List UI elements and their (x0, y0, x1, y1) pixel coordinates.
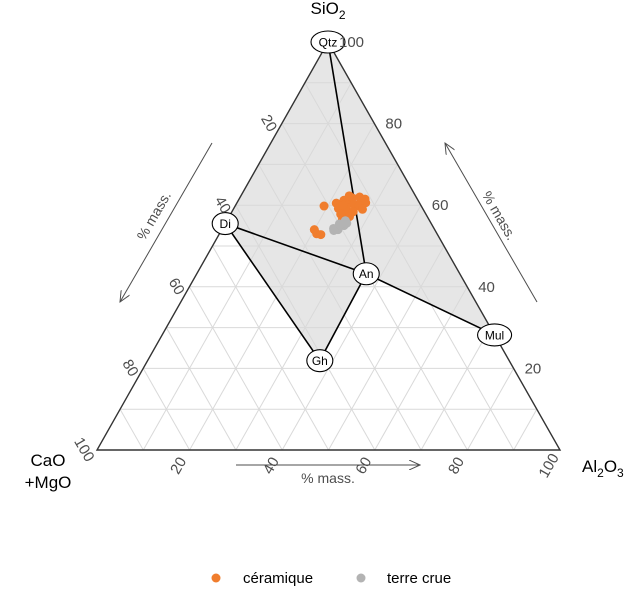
grid-line-ca-70 (165, 327, 237, 451)
grid-line-ca-30 (258, 164, 422, 451)
point-ceramique-23 (316, 230, 326, 240)
tick-bottom-40: 40 (260, 454, 283, 477)
point-ceramique-15 (360, 194, 370, 204)
apex-top-label: SiO2 (310, 0, 345, 22)
tie-line-qtz-an (327, 41, 368, 274)
point-ceramique-14 (344, 191, 354, 201)
tie-line-an-mul (365, 273, 495, 336)
tie-lines (224, 41, 495, 362)
grid-line-ca-10 (304, 82, 515, 451)
tie-line-di-gh (224, 223, 321, 362)
grid-line-ca-80 (142, 368, 191, 451)
grid-line-ca-60 (188, 286, 283, 451)
right-axis-arrow (445, 143, 538, 303)
grid-line-al-70 (420, 327, 491, 451)
grid-line-ca-90 (119, 408, 144, 451)
mineral-label-gh: Gh (312, 354, 328, 368)
legend-label-ceramique: céramique (243, 570, 313, 587)
point-ceramique-20 (338, 200, 348, 210)
tie-line-gh-an (319, 273, 367, 362)
tick-bottom-20: 20 (167, 454, 190, 477)
grid-line-ca-50 (212, 245, 329, 451)
legend-marker-terre-crue (356, 573, 366, 583)
tick-left-80: 80 (119, 357, 142, 380)
grid-line-al-80 (466, 368, 515, 451)
point-ceramique-16 (357, 204, 367, 214)
left-axis-arrow (120, 142, 213, 302)
triangle-frame (95, 40, 562, 451)
tick-right-80: 80 (385, 116, 402, 133)
mineral-label-di: Di (220, 217, 231, 231)
point-terre-crue-8 (335, 220, 345, 230)
tick-right-20: 20 (525, 360, 542, 377)
grid-line-al-50 (328, 245, 445, 451)
bottom-axis-title-group: % mass. (236, 465, 420, 486)
triangle-outline (95, 40, 562, 451)
mineral-bubble-mul (477, 323, 513, 347)
mineral-bubble-an (352, 262, 380, 286)
right-axis-title: % mass. (479, 188, 520, 242)
grid-line-al-90 (513, 408, 538, 451)
mineral-bubble-gh (306, 349, 334, 373)
mineral-label-an: An (359, 267, 374, 281)
tick-bottom-100: 100 (535, 451, 562, 481)
tie-line-di-an (224, 222, 367, 275)
legend-label-terre-crue: terre crue (387, 570, 451, 587)
tick-right-60: 60 (432, 197, 449, 214)
tick-left-20: 20 (257, 112, 280, 135)
apex-left-label-line1: CaO (31, 451, 66, 470)
left-axis-title-group: % mass. (120, 142, 213, 302)
tick-right-40: 40 (478, 279, 495, 296)
tick-left-100: 100 (70, 435, 97, 465)
apex-left-label-line2: +MgO (25, 473, 72, 492)
left-axis-title: % mass. (133, 188, 174, 242)
mineral-bubble-qtz (310, 30, 346, 54)
data-points (309, 191, 371, 240)
point-terre-crue-6 (329, 225, 339, 235)
grid-line-al-30 (235, 164, 399, 451)
grid-line-al-10 (142, 82, 352, 451)
mineral-label-mul: Mul (485, 328, 504, 342)
apex-right-label: Al2O3 (582, 457, 624, 480)
grid-lines (119, 82, 538, 451)
tick-right-100: 100 (339, 34, 364, 51)
mineral-label-qtz: Qtz (319, 36, 338, 50)
point-ceramique-24 (319, 201, 329, 211)
mineral-bubble-di (211, 212, 239, 236)
tick-left-40: 40 (211, 193, 234, 216)
tick-bottom-80: 80 (445, 454, 468, 477)
mineral-labels: Qtz Di An Mul Gh (211, 30, 513, 373)
legend: céramique terre crue (211, 570, 451, 587)
legend-marker-ceramique (211, 573, 221, 583)
tick-left-60: 60 (165, 275, 188, 298)
bottom-axis-title: % mass. (301, 470, 355, 486)
tick-bottom-60: 60 (352, 454, 375, 477)
